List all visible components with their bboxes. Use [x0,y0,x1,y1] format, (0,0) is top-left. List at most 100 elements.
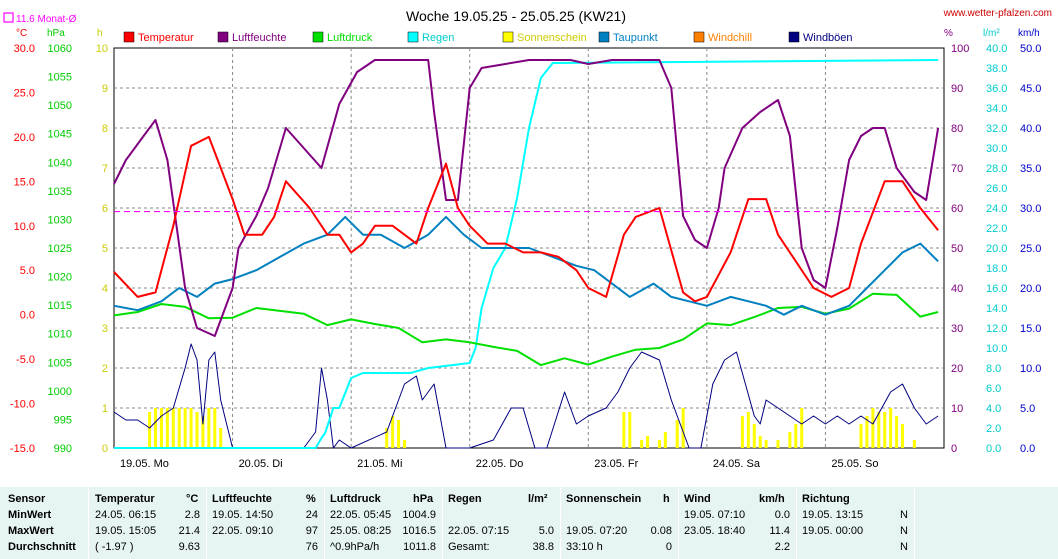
legend-label: Taupunkt [613,32,658,44]
sunshine-bar [195,412,199,448]
pressure-tick-label: 1010 [48,329,72,341]
rain-tick-label: 18.0 [986,263,1007,275]
x-tick-label: 19.05. Mo [120,458,169,470]
rain-tick-label: 34.0 [986,103,1007,115]
rain-tick-label: 2.0 [986,423,1001,435]
sunshine-bar [752,424,756,448]
temp-tick-label: 10.0 [14,221,35,233]
unit-rain: l/m² [983,28,1000,39]
sunshine-bar [800,408,804,448]
sunshine-bar [397,420,401,448]
sunshine-bar [901,424,904,448]
humidity-tick-label: 10 [951,403,963,415]
sunshine-bar [183,408,187,448]
wind-tick-label: 0.0 [1020,443,1035,455]
sunshine-bar [746,412,750,448]
humidity-tick-label: 0 [951,443,957,455]
humidity-tick-label: 80 [951,123,963,135]
temp-tick-label: 30.0 [14,43,35,55]
temp-tick-label: 20.0 [14,132,35,144]
sun-tick-label: 4 [102,283,108,295]
sunshine-bar [758,436,762,448]
pressure-tick-label: 1060 [48,43,72,55]
stats-temp-value: 9.63 [178,541,200,553]
humidity-tick-label: 60 [951,203,963,215]
sunshine-bar [165,408,169,448]
stats-h-sensor: Sensor [8,493,46,505]
stats-h-dir: Richtung [802,493,850,505]
sunshine-bar [403,440,406,448]
legend-swatch [502,31,514,43]
stats-h-wind: Wind [684,493,711,505]
stats-press-value: 1016.5 [402,525,436,537]
stats-sun-value: 0 [665,541,672,553]
stats-h-temp: Temperatur [95,493,155,505]
wind-tick-label: 20.0 [1020,283,1041,295]
wind-tick-label: 15.0 [1020,323,1041,335]
pressure-line [113,292,939,367]
pressure-tick-label: 1045 [48,129,72,141]
stats-temp-time: 19.05. 15:05 [95,525,157,537]
stats-h-press: Luftdruck [330,493,381,505]
stats-press-time: 22.05. 05:45 [330,509,392,521]
sun-tick-label: 0 [102,443,108,455]
legend-swatch [407,31,419,43]
stats-h-press-unit: hPa [413,493,434,505]
wind-tick-label: 40.0 [1020,123,1041,135]
legend: Temperatur Luftfeuchte Luftdruck Regen Sonne… [123,31,853,44]
x-tick-label: 24.05. Sa [713,458,761,470]
rain-tick-label: 20.0 [986,243,1007,255]
rain-tick-label: 10.0 [986,343,1007,355]
weather-chart: Woche 19.05.25 - 25.05.25 (KW21) www.wet… [3,8,1052,470]
stats-h-sun: Sonnenschein [566,493,642,505]
legend-label: Regen [422,32,454,44]
temp-tick-label: -10.0 [10,399,35,411]
x-tick-label: 21.05. Mi [357,458,402,470]
rain-tick-label: 6.0 [986,383,1001,395]
sunshine-bar [794,424,798,448]
sunshine-bar [889,408,893,448]
sunshine-bar [159,408,163,448]
stats-panel: Sensor Temperatur °C Luftfeuchte % Luftd… [0,487,1058,559]
pressure-tick-label: 990 [54,443,72,455]
wind-tick-label: 5.0 [1020,403,1035,415]
sunshine-bar [171,408,175,448]
sunshine-bar [646,436,650,448]
rain-tick-label: 32.0 [986,123,1007,135]
humidity-tick-label: 50 [951,243,963,255]
site-link[interactable]: www.wetter-pfalzen.com [943,8,1052,19]
stats-hum-value: 76 [305,541,318,553]
sun-tick-label: 8 [102,123,108,135]
stats-label: MaxWert [8,525,54,537]
sunshine-bar [154,408,157,448]
sunshine-bar [764,440,768,448]
stats-row-avg: Durchschnitt ( -1.97 ) 9.63 76 ^0.9hPa/h… [0,541,1058,557]
x-tick-label: 25.05. So [831,458,878,470]
rain-tick-label: 8.0 [986,363,1001,375]
stats-rain-value: 38.8 [532,541,554,553]
unit-pressure: hPa [47,28,65,39]
pressure-tick-label: 1015 [48,300,72,312]
pressure-tick-label: 1025 [48,243,72,255]
axes: 19.05. Mo 20.05. Di 21.05. Mi 22.05. Do 23.0… [10,43,1042,470]
stats-wind-value: 11.4 [769,525,790,537]
gusts-line [113,343,939,449]
legend-label: Luftdruck [327,32,373,44]
temp-tick-label: -5.0 [16,354,35,366]
stats-rain-time: Gesamt: [448,541,490,553]
legend-label: Windböen [803,32,853,44]
sunshine-bar [207,408,211,448]
stats-dir-value: N [900,541,908,553]
stats-header-row: Sensor Temperatur °C Luftfeuchte % Luftd… [0,493,1058,509]
sun-tick-label: 7 [102,163,108,175]
sunshine-bar [740,416,744,448]
wind-tick-label: 35.0 [1020,163,1041,175]
pressure-tick-label: 1030 [48,214,72,226]
sunshine-bar [213,408,217,448]
wind-tick-label: 30.0 [1020,203,1041,215]
stats-row-min: MinWert 24.05. 06:15 2.8 19.05. 14:50 24… [0,509,1058,525]
rain-tick-label: 12.0 [986,323,1007,335]
plot-area [113,59,944,449]
stats-press-time: ^0.9hPa/h [330,541,380,553]
pressure-tick-label: 1040 [48,157,72,169]
